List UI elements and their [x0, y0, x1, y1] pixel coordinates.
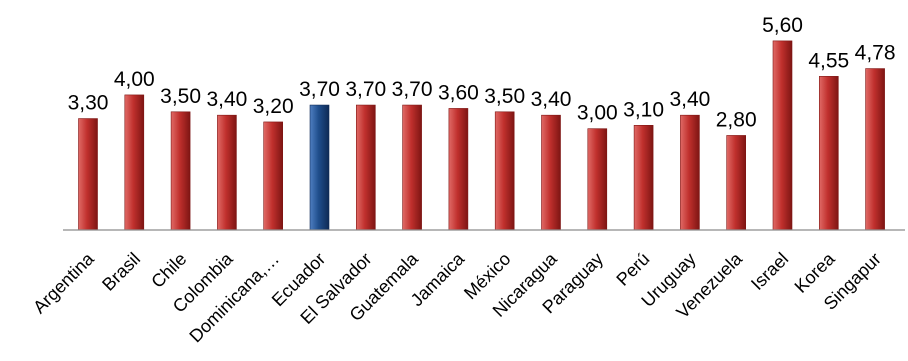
bar-12: [587, 128, 608, 231]
bar-8: [402, 104, 422, 231]
value-label-16: 5,60: [762, 14, 803, 37]
bar-5: [263, 121, 284, 231]
value-label-2: 4,00: [114, 68, 155, 91]
category-label-1: Argentina: [29, 248, 98, 317]
value-label-1: 3,30: [68, 92, 109, 115]
value-label-8: 3,70: [392, 78, 433, 101]
value-label-17: 4,55: [808, 49, 849, 72]
bar-1: [78, 118, 98, 231]
value-label-9: 3,60: [438, 81, 479, 104]
value-label-10: 3,50: [484, 85, 525, 108]
value-label-18: 4,78: [855, 42, 896, 65]
bar-4: [217, 114, 237, 231]
value-labels-group: 3,304,003,50 3,40 3,203,70 3,70 3,70 3,60 3,50…: [68, 14, 896, 132]
category-label-13: Perú: [612, 249, 653, 290]
bar-3: [170, 111, 191, 231]
bars-group: [78, 40, 885, 231]
value-label-4: 3,40: [206, 88, 247, 111]
bar-2: [124, 94, 145, 231]
value-label-15: 2,80: [716, 108, 757, 131]
value-label-14: 3,40: [669, 88, 710, 111]
value-label-5: 3,20: [253, 95, 294, 118]
bar-15: [726, 135, 747, 231]
value-label-6: 3,70: [299, 78, 340, 101]
value-label-3: 3,50: [160, 85, 201, 108]
category-label-16: Israel: [747, 249, 792, 294]
category-label-2: Brasil: [98, 249, 144, 295]
value-label-12: 3,00: [577, 102, 618, 125]
category-labels-group: Argentina Brasil ChileColombiaDominicana,……: [29, 248, 885, 346]
bar-17: [818, 76, 839, 231]
bar-10: [494, 111, 515, 231]
bar-11: [541, 114, 561, 231]
bar-16: [772, 40, 793, 231]
value-label-7: 3,70: [345, 78, 386, 101]
value-label-13: 3,10: [623, 98, 664, 121]
bar-18: [865, 68, 885, 231]
bar-13: [633, 125, 654, 231]
bar-6: [309, 104, 330, 231]
bar-9: [448, 108, 469, 231]
value-label-11: 3,40: [531, 88, 572, 111]
category-label-3: Chile: [147, 249, 190, 292]
bar-14: [680, 114, 700, 231]
bar-7: [355, 104, 376, 231]
